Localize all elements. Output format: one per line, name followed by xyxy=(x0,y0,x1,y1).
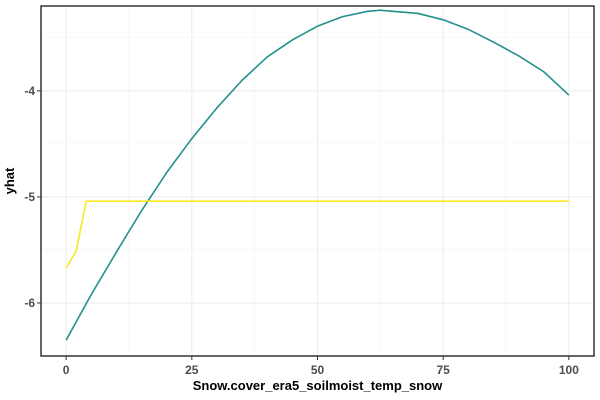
x-tick-label: 0 xyxy=(63,363,70,377)
x-axis-title: Snow.cover_era5_soilmoist_temp_snow xyxy=(193,378,443,393)
x-tick-label: 100 xyxy=(559,363,579,377)
series-line-2 xyxy=(65,200,569,269)
x-tick-label: 75 xyxy=(437,363,451,377)
series-line-1 xyxy=(65,9,570,341)
y-tick-label: -4 xyxy=(24,84,35,98)
y-tick-label: -6 xyxy=(24,296,35,310)
y-axis-ticks: -6 -5 -4 xyxy=(24,84,41,310)
y-tick-label: -5 xyxy=(24,190,35,204)
x-tick-label: 25 xyxy=(185,363,199,377)
major-gridlines xyxy=(41,6,594,356)
x-tick-label: 50 xyxy=(311,363,325,377)
y-axis-title: yhat xyxy=(2,167,17,194)
x-axis-ticks: 0 25 50 75 100 xyxy=(63,356,579,377)
series-layer xyxy=(65,9,570,341)
